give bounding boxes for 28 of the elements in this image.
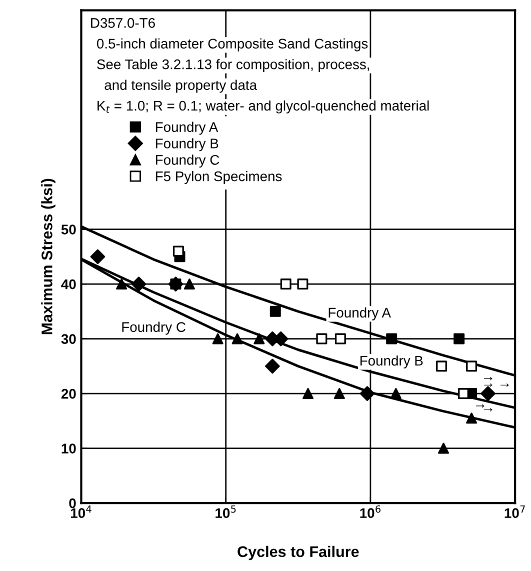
- series-label: Foundry B: [360, 355, 423, 368]
- annotation: →: [484, 376, 492, 380]
- x-tick-label: 10$^{7}$: [504, 505, 525, 518]
- annotation: K$_{t}$ = 1.0; R = 0.1; water- and glycol-quenched material: [98, 100, 429, 114]
- y-axis-title: Maximum Stress (ksi): [41, 178, 56, 334]
- y-tick-label: 40: [61, 279, 76, 290]
- annotation: See Table 3.2.1.13 for composition, process,: [97, 59, 370, 72]
- legend-label: Foundry B: [156, 138, 218, 152]
- series-label: Foundry C: [122, 322, 186, 335]
- x-axis-title: Cycles to Failure: [238, 546, 359, 560]
- series-label: Foundry A: [328, 307, 391, 320]
- annotation: and tensile property data: [104, 80, 258, 93]
- y-tick-label: 20: [61, 388, 76, 399]
- annotation: →: [484, 383, 492, 387]
- annotation: →: [476, 404, 484, 408]
- x-tick-label: 10$^{5}$: [216, 505, 236, 518]
- y-tick-label: 0: [69, 498, 76, 508]
- legend-label: F5 Pylon Specimens: [156, 171, 282, 184]
- legend-label: Foundry A: [156, 122, 218, 135]
- y-tick-label: 50: [61, 224, 76, 234]
- annotation: →: [484, 408, 492, 412]
- annotation: →: [500, 383, 509, 387]
- legend-label: Foundry C: [156, 154, 220, 168]
- x-tick-label: 10$^{6}$: [360, 505, 381, 518]
- annotation: 0.5-inch diameter Composite Sand Castings: [96, 38, 368, 52]
- chart-title: D357.0-T6: [91, 18, 155, 28]
- y-tick-label: 30: [61, 334, 76, 344]
- y-tick-label: 10: [62, 444, 76, 454]
